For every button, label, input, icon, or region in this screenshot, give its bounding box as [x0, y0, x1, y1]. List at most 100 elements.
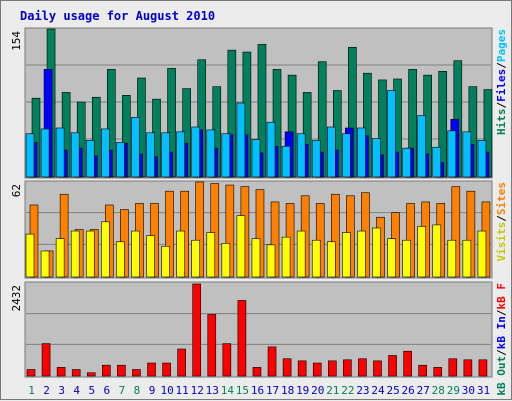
bar-kb-f — [312, 362, 322, 377]
legend-entry: Hits — [495, 109, 508, 136]
bar-pages — [477, 140, 487, 178]
bar-kb-f — [147, 362, 156, 377]
bar-visits — [387, 238, 396, 278]
bar-pages — [342, 133, 351, 178]
panel-visits-sites-legend: Visits/Sites — [495, 182, 508, 262]
bar-pages — [191, 126, 201, 178]
bar-kb-f — [86, 372, 96, 377]
bar-kb-f — [192, 283, 202, 377]
bar-kb-f — [252, 367, 262, 377]
bar-visits — [402, 239, 411, 278]
bar-kb-f — [327, 360, 337, 377]
bar-pages — [55, 127, 65, 178]
bar-pages — [357, 127, 366, 178]
bar-visits — [40, 250, 50, 278]
bar-pages — [25, 133, 35, 178]
bar-visits — [101, 221, 110, 278]
bar-pages — [70, 132, 80, 178]
legend-entry: / — [495, 349, 508, 356]
bar-visits — [251, 238, 261, 278]
panel-hits-files-pages-ymax-label: 154 — [10, 31, 23, 51]
x-tick-label: 17 — [266, 384, 279, 397]
bar-kb-f — [222, 343, 232, 377]
bar-kb-f — [117, 364, 126, 377]
bar-pages — [326, 126, 336, 178]
legend-entry: / — [495, 62, 508, 69]
x-tick-label: 7 — [119, 384, 126, 397]
bar-pages — [221, 133, 231, 178]
x-tick-label: 28 — [432, 384, 445, 397]
x-tick-label: 10 — [160, 384, 173, 397]
bar-visits — [311, 239, 321, 278]
bar-visits — [281, 236, 291, 278]
bar-pages — [462, 131, 472, 178]
bar-kb-f — [297, 360, 307, 377]
panel-kbytes-background — [24, 281, 493, 378]
bar-visits — [25, 233, 35, 278]
panel-kbytes-legend: kB Out/kB In/kB F — [495, 283, 508, 396]
bar-kb-f — [207, 314, 217, 377]
legend-entry: kB In — [495, 316, 508, 349]
bar-kb-f — [478, 359, 488, 377]
x-tick-label: 31 — [477, 384, 490, 397]
x-tick-label: 25 — [386, 384, 399, 397]
bar-kb-f — [373, 360, 382, 377]
legend-entry: / — [495, 102, 508, 109]
bar-kb-f — [162, 362, 171, 377]
legend-entry: kB Out — [495, 356, 508, 396]
bar-visits — [161, 246, 170, 278]
x-tick-label: 22 — [341, 384, 354, 397]
legend-entry: Visits — [495, 222, 508, 262]
bar-visits — [131, 230, 140, 278]
bar-pages — [417, 115, 426, 178]
bar-pages — [432, 146, 442, 178]
bar-kb-f — [448, 358, 458, 377]
bar-kb-f — [71, 369, 81, 377]
x-tick-label: 15 — [236, 384, 249, 397]
x-tick-label: 27 — [417, 384, 430, 397]
bar-pages — [372, 138, 381, 178]
panel-visits-sites-ymax-label: 62 — [10, 184, 23, 197]
bar-pages — [236, 102, 246, 178]
x-tick-label: 14 — [221, 384, 235, 397]
legend-entry: / — [495, 215, 508, 222]
bar-kb-f — [282, 358, 292, 377]
bar-pages — [387, 90, 396, 178]
x-tick-label: 13 — [206, 384, 219, 397]
legend-entry: Sites — [495, 182, 508, 215]
bar-visits — [326, 241, 336, 278]
bar-visits — [432, 224, 442, 278]
bar-pages — [266, 121, 276, 178]
x-tick-label: 11 — [176, 384, 189, 397]
x-tick-label: 8 — [134, 384, 141, 397]
bar-kb-f — [41, 343, 51, 377]
bar-pages — [176, 131, 185, 178]
legend-entry: Pages — [495, 29, 508, 62]
x-tick-label: 12 — [191, 384, 204, 397]
x-tick-label: 29 — [447, 384, 460, 397]
bar-kb-f — [102, 364, 111, 377]
bar-pages — [146, 132, 155, 178]
bar-kb-f — [56, 367, 66, 377]
bar-visits — [477, 230, 487, 278]
bar-pages — [447, 130, 457, 178]
bar-kb-f — [237, 300, 247, 377]
bar-visits — [462, 239, 472, 278]
x-tick-label: 21 — [326, 384, 339, 397]
x-tick-label: 16 — [251, 384, 264, 397]
bar-kb-f — [463, 359, 473, 377]
x-tick-label: 5 — [88, 384, 95, 397]
legend-entry: / — [495, 309, 508, 316]
x-tick-label: 3 — [58, 384, 65, 397]
x-tick-label: 1 — [28, 384, 35, 397]
bar-kb-f — [418, 364, 427, 377]
panel-kbytes-ymax-label: 2432 — [10, 285, 23, 312]
bar-visits — [85, 230, 95, 278]
bar-pages — [85, 140, 95, 178]
bar-visits — [266, 244, 276, 278]
x-tick-label: 6 — [104, 384, 111, 397]
x-tick-label: 2 — [43, 384, 50, 397]
bar-pages — [116, 142, 125, 178]
